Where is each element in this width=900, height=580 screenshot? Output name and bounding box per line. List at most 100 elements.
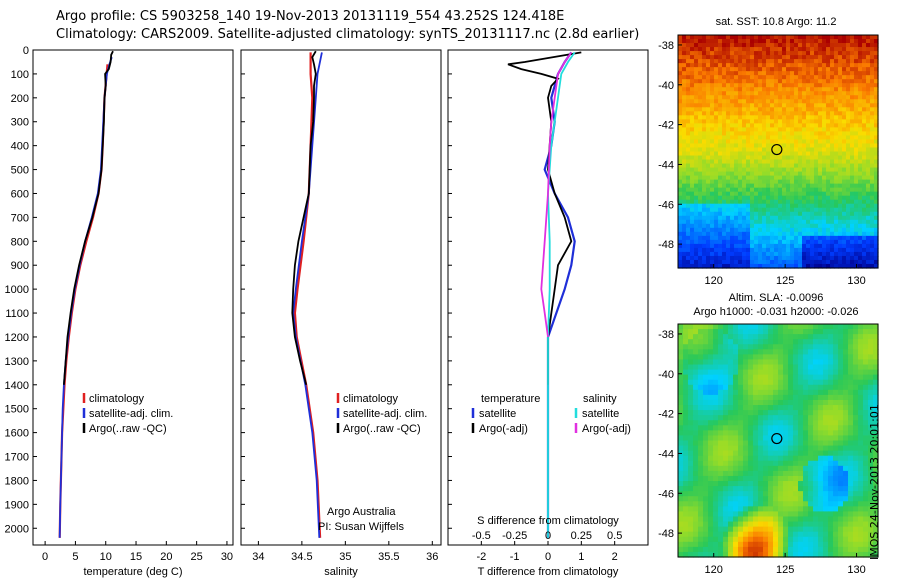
map-cell	[694, 243, 699, 249]
map-cell	[786, 43, 791, 48]
map-cell	[713, 516, 719, 523]
map-cell	[833, 526, 839, 533]
map-cell	[858, 506, 864, 513]
map-cell	[703, 526, 709, 533]
map-cell	[828, 486, 834, 492]
map-cell	[866, 187, 871, 193]
map-cell	[838, 107, 843, 112]
map-cell	[698, 107, 703, 112]
map-cell	[782, 159, 787, 165]
map-cell	[843, 425, 849, 431]
map-cell	[713, 440, 719, 447]
map-cell	[826, 119, 831, 124]
map-cell	[826, 171, 831, 177]
map-cell	[710, 47, 715, 52]
map-cell	[814, 139, 819, 145]
map-cell	[693, 440, 699, 447]
map-cell	[794, 259, 799, 265]
map-cell	[753, 324, 759, 330]
map-cell	[873, 379, 879, 386]
map-cell	[682, 91, 687, 96]
map-cell	[858, 399, 864, 406]
map-cell	[754, 135, 759, 141]
map-cell	[863, 516, 869, 523]
map-cell	[778, 394, 784, 401]
map-cell	[863, 486, 869, 492]
map-cell	[706, 127, 711, 133]
map-cell	[806, 75, 811, 80]
map-cell	[826, 203, 831, 209]
map-cell	[742, 231, 747, 237]
map-cell	[686, 63, 691, 68]
map-cell	[863, 541, 869, 548]
map-cell	[686, 139, 691, 145]
map-cell	[848, 430, 854, 437]
map-cell	[758, 47, 763, 52]
map-cell	[798, 179, 803, 185]
map-cell	[806, 239, 811, 245]
map-cell	[682, 87, 687, 92]
map-cell	[862, 251, 867, 257]
map-cell	[748, 521, 754, 528]
map-cell	[782, 87, 787, 92]
map-cell	[850, 227, 855, 233]
map-cell	[718, 415, 724, 421]
map-cell	[826, 235, 831, 241]
map-cell	[768, 450, 774, 457]
map-cell	[862, 91, 867, 96]
map-cell	[734, 163, 739, 169]
map-cell	[698, 203, 703, 209]
map-cell	[678, 175, 683, 181]
map-cell	[713, 481, 719, 487]
map-cell	[778, 506, 784, 513]
header-line1: Argo profile: CS 5903258_140 19-Nov-2013…	[56, 9, 565, 24]
map-cell	[683, 491, 689, 497]
map-cell	[718, 460, 724, 467]
map-cell	[726, 211, 731, 217]
map-cell	[818, 151, 823, 157]
map-cell	[858, 521, 864, 528]
map-cell	[774, 107, 779, 112]
map-cell	[710, 219, 715, 225]
map-cell	[838, 195, 843, 201]
map-cell	[754, 251, 759, 257]
map-cell	[766, 67, 771, 72]
map-cell	[722, 255, 727, 261]
map-cell	[863, 496, 869, 502]
map-cell	[854, 75, 859, 80]
map-cell	[793, 486, 799, 492]
map-cell	[762, 71, 767, 76]
map-cell	[806, 87, 811, 92]
map-cell	[783, 486, 789, 492]
map-cell	[838, 43, 843, 48]
map-cell	[768, 481, 774, 487]
map-cell	[818, 334, 824, 340]
map-cell	[843, 379, 849, 386]
map-cell	[710, 151, 715, 157]
map-cell	[843, 506, 849, 513]
map-cell	[808, 496, 814, 502]
map-cell	[814, 127, 819, 133]
map-cell	[758, 263, 763, 269]
map-cell	[706, 215, 711, 221]
map-cell	[810, 199, 815, 205]
map-cell	[874, 43, 879, 48]
map-cell	[802, 199, 807, 205]
map-cell	[868, 465, 874, 472]
map-cell	[808, 430, 814, 437]
map-cell	[863, 546, 869, 553]
map-cell	[834, 219, 839, 225]
map-cell	[733, 425, 739, 431]
map-cell	[748, 551, 754, 558]
map-cell	[794, 203, 799, 209]
map-cell	[683, 455, 689, 462]
map-cell	[858, 143, 863, 149]
map-cell	[694, 127, 699, 133]
map-cell	[846, 39, 851, 44]
map-cell	[874, 143, 879, 149]
map-cell	[798, 344, 804, 350]
map-cell	[790, 83, 795, 88]
map-cell	[758, 151, 763, 157]
map-cell	[750, 155, 755, 161]
map-cell	[688, 364, 694, 371]
